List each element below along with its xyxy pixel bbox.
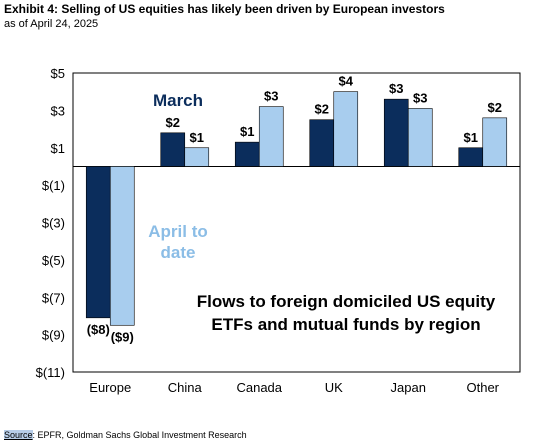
x-tick-label: Europe — [89, 380, 131, 395]
bar-europe-march — [85, 166, 111, 319]
bar-uk-april — [333, 91, 359, 167]
y-tick-label: $(11) — [36, 365, 65, 380]
data-label: ($9) — [111, 329, 134, 344]
source-note: Source: EPFR, Goldman Sachs Global Inves… — [4, 430, 247, 440]
y-tick-label: $(1) — [42, 178, 65, 193]
y-tick-label: $3 — [51, 103, 65, 118]
annotation-flows-line1: Flows to foreign domiciled US equity — [197, 292, 496, 311]
data-label: $4 — [339, 74, 354, 89]
data-label: ($8) — [87, 322, 110, 337]
y-tick-label: $(5) — [42, 253, 65, 268]
plot-frame — [72, 72, 521, 373]
bar-japan-april — [407, 108, 433, 167]
data-label: $3 — [264, 89, 278, 104]
y-tick-label: $(7) — [42, 290, 65, 305]
data-label: $1 — [464, 130, 478, 145]
x-tick-label: China — [168, 380, 203, 395]
x-tick-label: UK — [325, 380, 343, 395]
annotation-flows-line2: ETFs and mutual funds by region — [211, 315, 480, 334]
exhibit-title: Exhibit 4: Selling of US equities has li… — [4, 2, 445, 16]
data-label: $2 — [166, 115, 180, 130]
bar-other-march — [458, 147, 484, 167]
annotation-april-line1: April to — [148, 222, 208, 241]
exhibit-subtitle: as of April 24, 2025 — [4, 18, 99, 30]
annotation-march: March — [153, 91, 203, 110]
source-text: : EPFR, Goldman Sachs Global Investment … — [32, 430, 247, 440]
x-tick-label: Canada — [236, 380, 282, 395]
x-tick-label: Other — [466, 380, 499, 395]
data-label: $2 — [488, 100, 502, 115]
x-tick-label: Japan — [391, 380, 426, 395]
y-tick-label: $5 — [51, 66, 65, 81]
bar-china-march — [160, 132, 186, 167]
data-label: $3 — [389, 81, 403, 96]
data-label: $3 — [413, 91, 427, 106]
y-tick-label: $(3) — [42, 216, 65, 231]
bar-japan-march — [383, 98, 409, 167]
bar-europe-april — [109, 166, 135, 326]
bar-other-april — [482, 117, 508, 167]
bar-uk-march — [309, 119, 335, 167]
bar-china-april — [184, 147, 210, 167]
y-tick-label: $(9) — [42, 328, 65, 343]
annotation-april-line2: date — [161, 243, 196, 262]
data-label: $2 — [315, 102, 329, 117]
y-tick-label: $1 — [51, 141, 65, 156]
data-label: $1 — [240, 124, 254, 139]
bar-canada-march — [234, 141, 260, 167]
source-label: Source — [4, 430, 33, 440]
bar-canada-april — [258, 106, 284, 167]
data-label: $1 — [190, 130, 204, 145]
